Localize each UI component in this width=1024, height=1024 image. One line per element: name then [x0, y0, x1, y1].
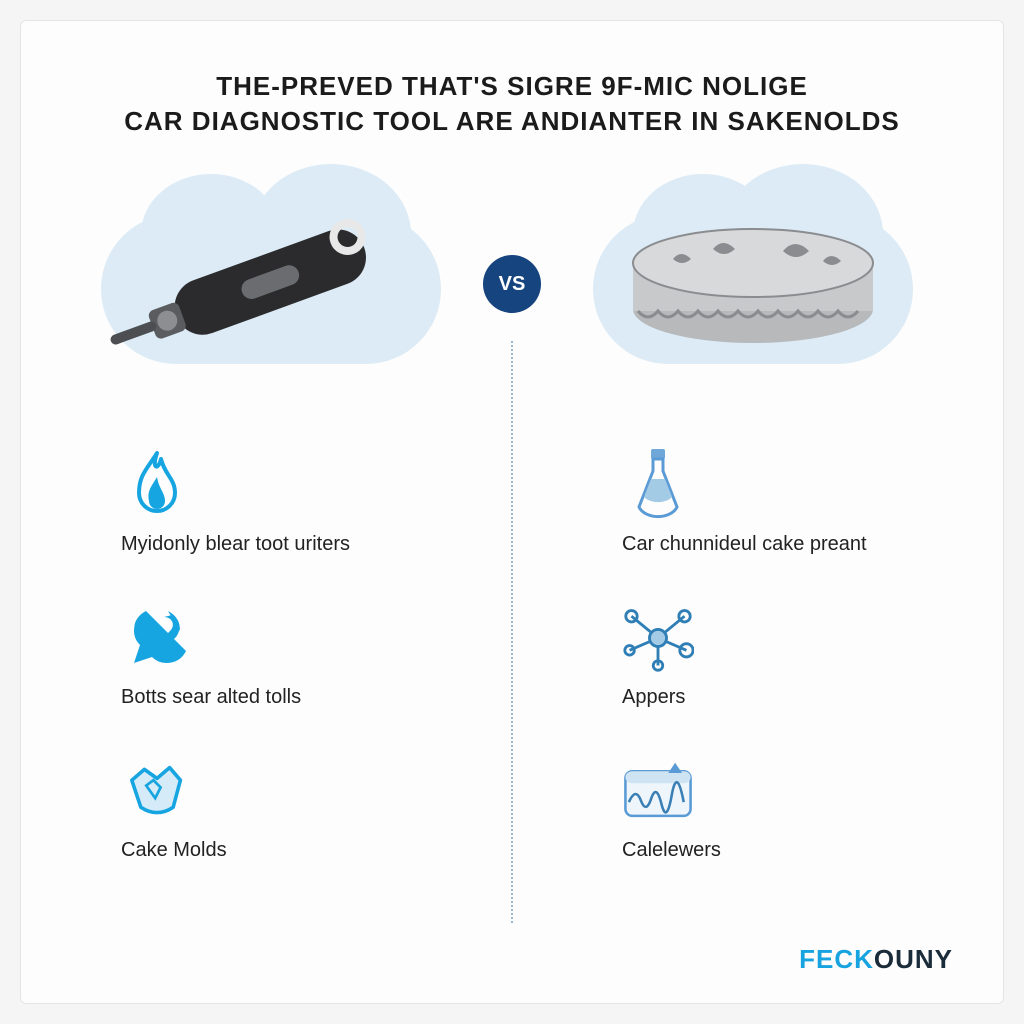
- monitor-icon: [622, 755, 694, 827]
- list-item: Car chunnideul cake preant: [622, 449, 923, 556]
- page-title: THE-PREVED THAT'S SIGRE 9F-MIC NOLIGE CA…: [81, 69, 943, 139]
- wrench-x-icon: [121, 602, 193, 674]
- item-label: Car chunnideul cake preant: [622, 533, 867, 556]
- flask-icon: [622, 449, 694, 521]
- brand-part-1: FECK: [799, 944, 874, 974]
- item-label: Myidonly blear toot uriters: [121, 533, 350, 556]
- item-label: Cake Molds: [121, 839, 227, 862]
- network-icon: [622, 602, 694, 674]
- hero-left: [81, 184, 461, 384]
- item-label: Botts sear alted tolls: [121, 686, 301, 709]
- cake-mold-icon: [603, 199, 903, 369]
- brand-logo: FECKOUNY: [799, 944, 953, 975]
- list-item: Cake Molds: [121, 755, 452, 862]
- hero-right: [563, 184, 943, 384]
- item-label: Appers: [622, 686, 685, 709]
- list-item: Botts sear alted tolls: [121, 602, 452, 709]
- vs-label: VS: [499, 273, 526, 296]
- vs-badge: VS: [483, 255, 541, 313]
- list-item: Appers: [622, 602, 923, 709]
- list-item: Calelewers: [622, 755, 923, 862]
- vertical-divider: [511, 341, 513, 923]
- mold-icon: [121, 755, 193, 827]
- diagnostic-tool-icon: [101, 194, 441, 374]
- right-column: Car chunnideul cake preant: [512, 419, 943, 862]
- title-line-1: THE-PREVED THAT'S SIGRE 9F-MIC NOLIGE: [81, 69, 943, 104]
- brand-part-2: OUNY: [874, 944, 953, 974]
- left-column: Myidonly blear toot uriters Botts sear a…: [81, 419, 512, 862]
- list-item: Myidonly blear toot uriters: [121, 449, 452, 556]
- item-label: Calelewers: [622, 839, 721, 862]
- infographic-card: THE-PREVED THAT'S SIGRE 9F-MIC NOLIGE CA…: [20, 20, 1004, 1004]
- title-line-2: CAR DIAGNOSTIC TOOL ARE ANDIANTER IN SAK…: [81, 104, 943, 139]
- flame-icon: [121, 449, 193, 521]
